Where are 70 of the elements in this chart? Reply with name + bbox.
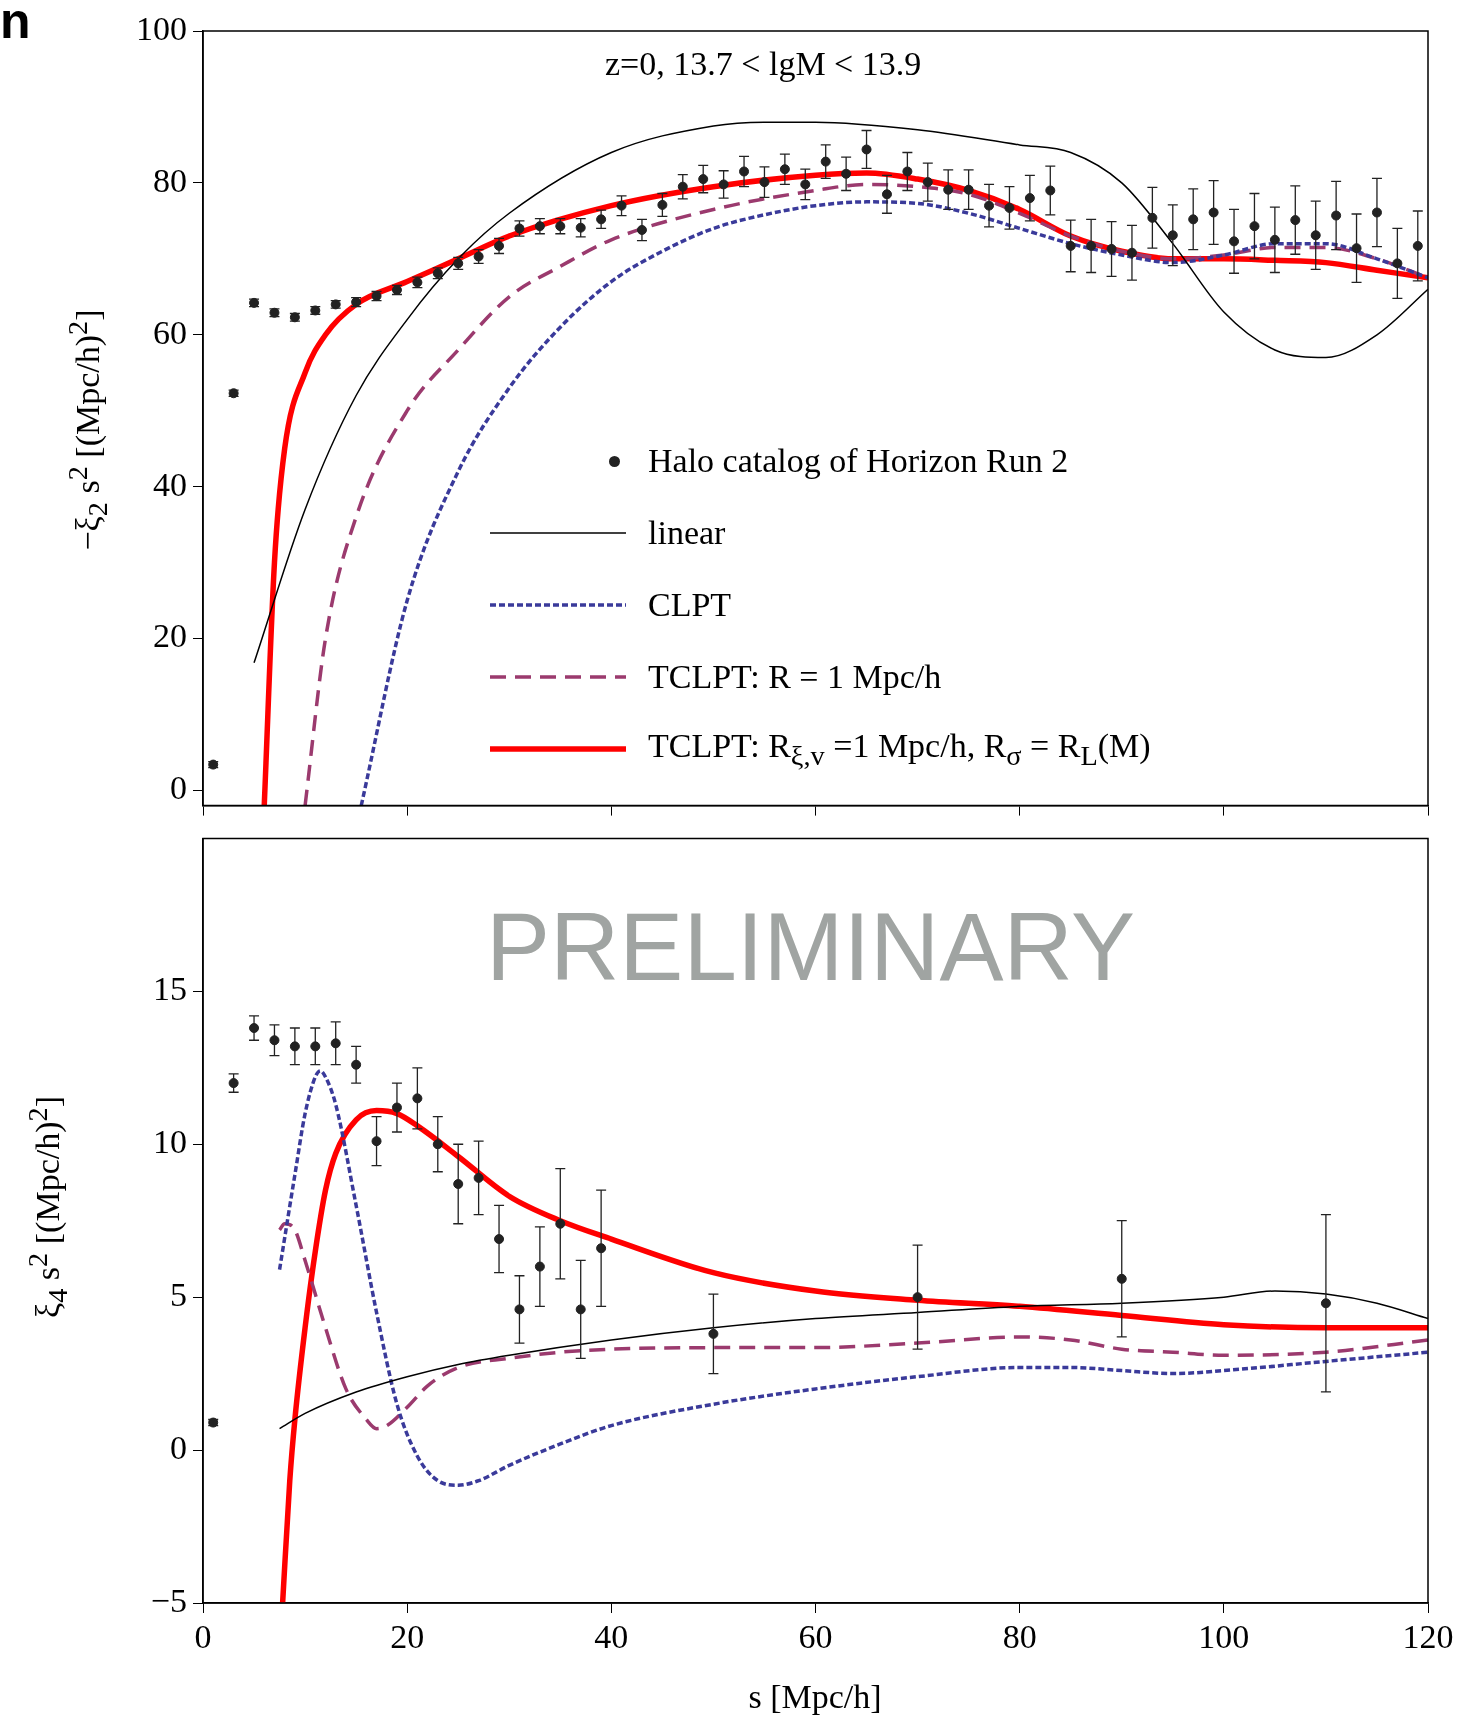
point (228, 1078, 239, 1089)
point (555, 1218, 566, 1229)
point (1290, 215, 1301, 226)
point (820, 156, 831, 167)
point (1351, 243, 1362, 254)
point (943, 184, 954, 195)
legend-label: CLPT (648, 586, 732, 624)
y-tick-label: 0 (170, 769, 187, 807)
line-series (277, 1069, 1428, 1487)
point (718, 179, 729, 190)
x-tick-label: 120 (1402, 1618, 1454, 1656)
point (514, 1304, 525, 1315)
y-tick-label: 80 (153, 161, 187, 199)
y-tick-label: 40 (153, 465, 187, 503)
point (922, 177, 933, 188)
point (269, 1035, 280, 1046)
point (310, 1041, 321, 1052)
point (902, 166, 913, 177)
point (963, 184, 974, 195)
x-tick-label: 60 (798, 1618, 833, 1656)
point (575, 1304, 586, 1315)
point (912, 1292, 923, 1303)
text: n (0, 0, 31, 50)
point (330, 1038, 341, 1049)
point (1392, 258, 1403, 269)
x-axis-title: s [Mpc/h] (748, 1678, 882, 1716)
point (1004, 202, 1015, 213)
point (1412, 240, 1423, 251)
annotation: z=0, 13.7 < lgM < 13.9 (605, 45, 922, 83)
legend-label: TCLPT: R = 1 Mpc/h (648, 658, 942, 696)
point (412, 1093, 423, 1104)
line-series (277, 1222, 1428, 1431)
y-tick-label: 60 (153, 313, 187, 351)
x-tick-label: 40 (594, 1618, 629, 1656)
point (1249, 221, 1260, 232)
x-tick-label: 100 (1198, 1618, 1250, 1656)
y-tick-label: 100 (136, 9, 187, 47)
point (453, 1179, 464, 1189)
point (1188, 214, 1199, 225)
y-tick-label: 5 (170, 1276, 187, 1314)
legend-label: TCLPT: R$_{ξ,v}$ =1 Mpc/h, R$_{σ}$ = R$_{L}$(M) (648, 726, 1151, 772)
point (575, 222, 586, 233)
point (432, 1139, 443, 1150)
point (759, 177, 770, 188)
y-tick-label: 15 (153, 970, 187, 1008)
point (708, 1328, 719, 1339)
legend-label: Halo catalog of Horizon Run 2 (648, 442, 1069, 480)
point (1167, 230, 1178, 241)
x-tick-label: 80 (1002, 1618, 1037, 1656)
legend-label: linear (648, 514, 726, 552)
point (371, 1136, 382, 1147)
y-tick-label: 0 (170, 1429, 187, 1466)
point (657, 199, 668, 210)
point (1147, 212, 1158, 223)
point (861, 144, 872, 155)
y-tick-label: 10 (153, 1123, 187, 1161)
point (698, 174, 709, 185)
annotation: PRELIMINARY (486, 892, 1136, 1002)
x-tick-label: 0 (194, 1618, 212, 1656)
point (1116, 1273, 1127, 1284)
point (1310, 230, 1321, 241)
point (473, 1172, 484, 1183)
y-tick-label: −5 (150, 1581, 187, 1619)
x-tick-label: 20 (390, 1618, 425, 1656)
y-tick-label: 20 (153, 617, 187, 655)
point (1106, 243, 1117, 254)
point (677, 181, 688, 192)
point (800, 179, 811, 190)
point (1065, 240, 1076, 251)
point (616, 200, 627, 211)
